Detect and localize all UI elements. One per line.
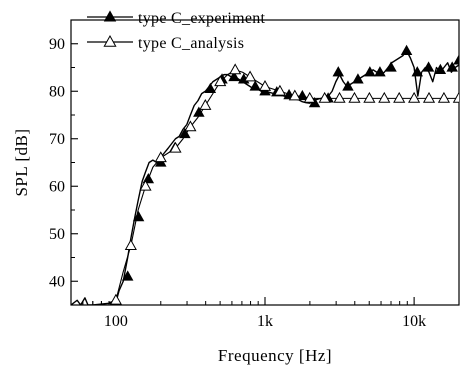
- series-point-experiment: [342, 80, 354, 91]
- y-tick-label: 40: [49, 273, 65, 290]
- series-point-experiment: [411, 66, 424, 77]
- legend-entry-experiment: type C_experiment: [87, 10, 266, 27]
- series-point-experiment: [434, 63, 447, 75]
- series-point-experiment: [400, 44, 413, 56]
- legend-entry-analysis: type C_analysis: [87, 34, 244, 52]
- series-point-analysis: [303, 91, 316, 103]
- series-point-analysis: [243, 70, 257, 82]
- series-point-experiment: [446, 61, 458, 72]
- series-point-analysis: [169, 141, 182, 153]
- series-point-analysis: [273, 84, 286, 96]
- series-point-analysis: [408, 91, 421, 103]
- series-point-experiment: [422, 61, 435, 72]
- series-point-analysis: [109, 293, 122, 305]
- series-point-analysis: [184, 120, 197, 132]
- series-point-analysis: [452, 91, 459, 103]
- series-point-experiment: [374, 66, 386, 77]
- series-point-experiment: [332, 66, 345, 77]
- series-point-experiment: [296, 89, 309, 101]
- y-tick-label: 80: [49, 83, 65, 100]
- series-point-analysis: [154, 151, 167, 163]
- y-tick-label: 60: [49, 178, 65, 195]
- x-axis-label: Frequency [Hz]: [218, 346, 332, 365]
- series-point-experiment: [121, 270, 134, 281]
- y-tick-label: 90: [49, 36, 65, 53]
- y-tick-label: 70: [49, 131, 65, 148]
- y-tick-label: 50: [49, 226, 65, 243]
- series-point-analysis: [378, 91, 391, 103]
- series-point-analysis: [288, 89, 301, 101]
- series-point-analysis: [437, 91, 451, 103]
- series-point-analysis: [258, 79, 272, 91]
- legend-marker-filled-triangle: [103, 10, 117, 22]
- series-point-experiment: [228, 70, 240, 82]
- series-point-analysis: [214, 75, 227, 87]
- series-point-analysis: [333, 91, 346, 103]
- x-tick-label: 100: [104, 313, 128, 330]
- series-point-experiment: [204, 82, 217, 94]
- series-point-analysis: [363, 91, 376, 103]
- legend-label: type C_analysis: [138, 35, 244, 52]
- series-point-experiment: [364, 66, 376, 77]
- series-point-analysis: [422, 91, 436, 103]
- legend-marker-open-triangle: [103, 34, 117, 47]
- x-tick-label: 10k: [402, 313, 426, 330]
- series-clip-group: [71, 44, 459, 305]
- y-axis-label: SPL [dB]: [12, 128, 31, 196]
- series-point-analysis: [139, 179, 152, 191]
- series-point-experiment: [249, 80, 261, 91]
- series-point-experiment: [453, 54, 459, 65]
- series-point-analysis: [393, 91, 406, 103]
- series-point-analysis: [124, 239, 137, 250]
- x-tick-label: 1k: [257, 313, 273, 330]
- series-point-analysis: [199, 98, 212, 110]
- series-point-experiment: [352, 73, 364, 84]
- series-point-analysis: [229, 63, 242, 75]
- series-point-analysis: [348, 91, 361, 103]
- series-point-experiment: [179, 127, 191, 139]
- series-point-analysis: [318, 91, 331, 103]
- legend-label: type C_experiment: [138, 10, 266, 27]
- series-point-experiment: [385, 61, 397, 72]
